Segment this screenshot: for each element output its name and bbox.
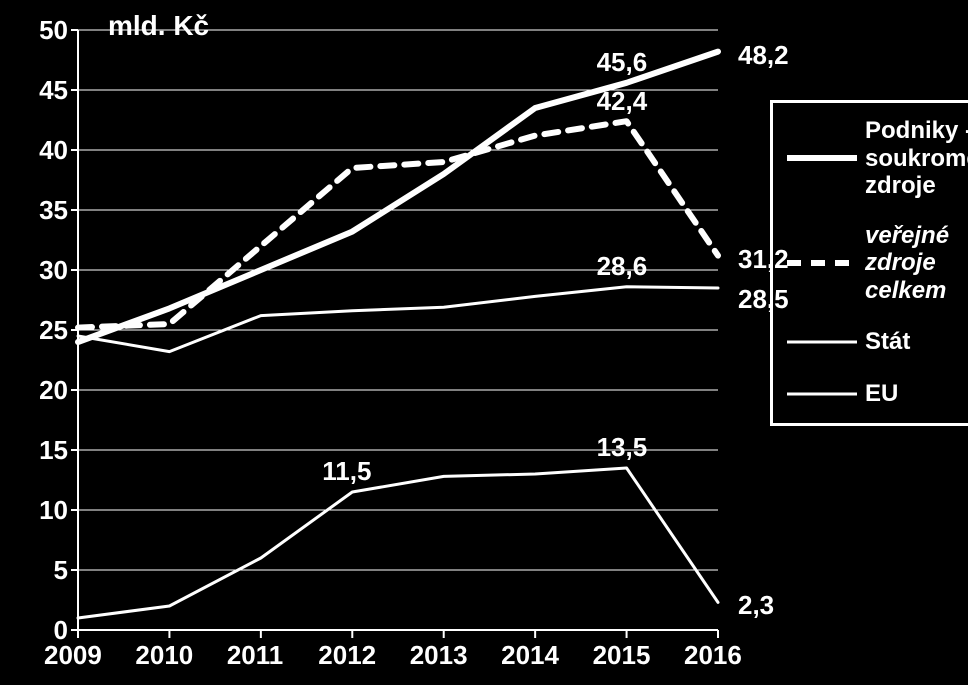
legend-label: EU bbox=[865, 380, 898, 408]
legend-item-eu: EU bbox=[787, 379, 968, 409]
legend-swatch bbox=[787, 379, 857, 409]
y-tick-label: 40 bbox=[39, 135, 68, 166]
data-label: 28,5 bbox=[738, 284, 789, 315]
legend-item-podniky: Podniky - soukromé zdroje bbox=[787, 117, 968, 200]
line-chart: Podniky - soukromé zdroje veřejné zdroje … bbox=[0, 0, 968, 685]
legend-swatch bbox=[787, 143, 857, 173]
legend: Podniky - soukromé zdroje veřejné zdroje … bbox=[770, 100, 968, 426]
y-tick-label: 35 bbox=[39, 195, 68, 226]
y-tick-label: 20 bbox=[39, 375, 68, 406]
data-label: 2,3 bbox=[738, 590, 774, 621]
x-tick-label: 2016 bbox=[684, 640, 742, 671]
x-tick-label: 2012 bbox=[318, 640, 376, 671]
y-tick-label: 5 bbox=[54, 555, 68, 586]
series-eu bbox=[78, 468, 718, 618]
data-label: 28,6 bbox=[597, 251, 648, 282]
y-tick-label: 50 bbox=[39, 15, 68, 46]
y-tick-label: 45 bbox=[39, 75, 68, 106]
x-tick-label: 2015 bbox=[593, 640, 651, 671]
legend-label: Podniky - soukromé zdroje bbox=[865, 117, 968, 200]
data-label: 45,6 bbox=[597, 47, 648, 78]
legend-swatch bbox=[787, 248, 857, 278]
data-label: 42,4 bbox=[597, 86, 648, 117]
y-tick-label: 15 bbox=[39, 435, 68, 466]
legend-label: Stát bbox=[865, 328, 910, 356]
data-label: 13,5 bbox=[597, 432, 648, 463]
y-tick-label: 25 bbox=[39, 315, 68, 346]
data-label: 11,5 bbox=[322, 456, 371, 487]
x-tick-label: 2013 bbox=[410, 640, 468, 671]
legend-item-verejne: veřejné zdroje celkem bbox=[787, 222, 968, 305]
x-tick-label: 2010 bbox=[135, 640, 193, 671]
y-tick-label: 10 bbox=[39, 495, 68, 526]
x-tick-label: 2011 bbox=[227, 640, 283, 671]
x-tick-label: 2009 bbox=[44, 640, 102, 671]
legend-swatch bbox=[787, 327, 857, 357]
data-label: 31,2 bbox=[738, 244, 789, 275]
series-verejne bbox=[78, 121, 718, 327]
legend-label: veřejné zdroje celkem bbox=[865, 222, 968, 305]
x-tick-label: 2014 bbox=[501, 640, 559, 671]
y-tick-label: 30 bbox=[39, 255, 68, 286]
data-label: 48,2 bbox=[738, 40, 789, 71]
legend-item-stat: Stát bbox=[787, 327, 968, 357]
chart-title: mld. Kč bbox=[108, 10, 209, 42]
